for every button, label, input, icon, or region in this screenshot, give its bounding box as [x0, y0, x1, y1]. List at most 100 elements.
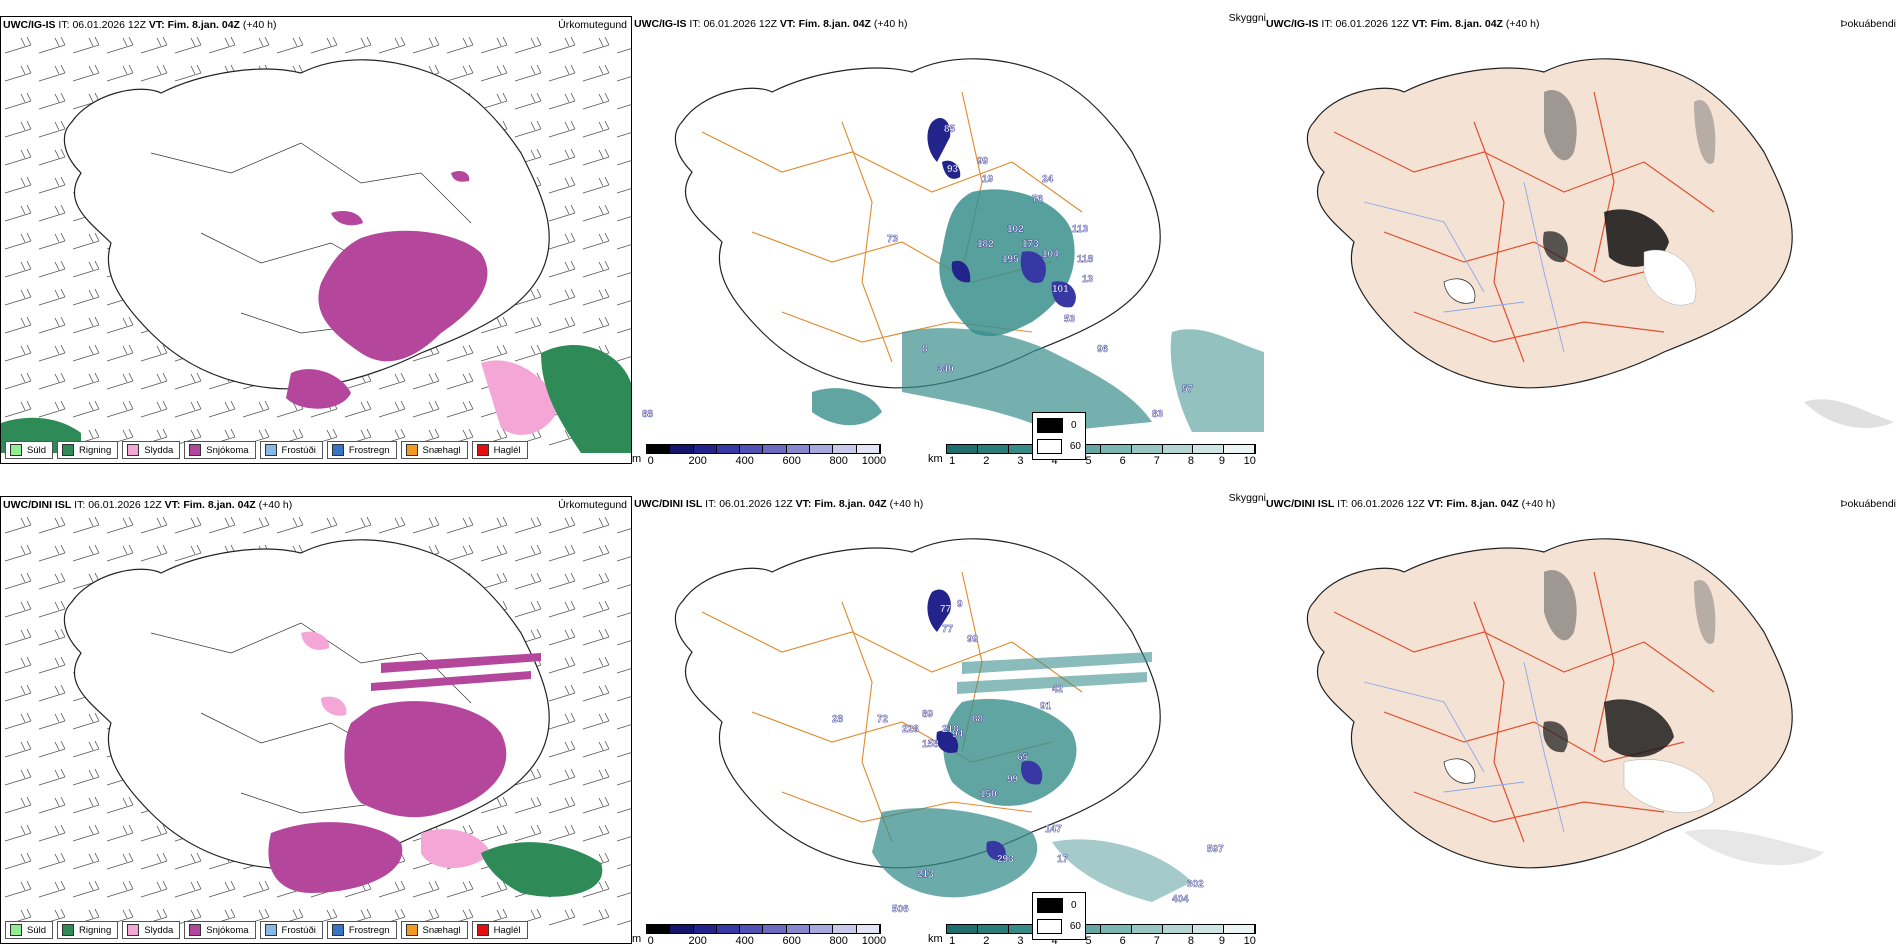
- cloud-map-row2: UWC/DINI ISL IT: 06.01.2026 12Z VT: Fim.…: [632, 492, 1266, 947]
- cloud-base-value: 340: [937, 364, 954, 375]
- fog-legend-swatch: [1037, 918, 1062, 934]
- rain-area: [481, 842, 603, 897]
- cloud-base-value: 99: [977, 156, 989, 167]
- legend-item: Snjókoma: [184, 441, 256, 459]
- snow-area: [318, 230, 488, 362]
- cloud-base-value: 65: [1017, 752, 1029, 763]
- legend-item: Rigning: [57, 441, 119, 459]
- legend-swatch: [331, 444, 344, 456]
- colorbar-bar: [946, 444, 1256, 454]
- sleet-area: [421, 829, 491, 868]
- snow-area-south: [286, 369, 351, 409]
- fog-map-row2: UWC/DINI ISL IT: 06.01.2026 12Z VT: Fim.…: [1032, 496, 1900, 944]
- fog-legend: 0 60: [1032, 412, 1086, 460]
- cloud-base-value: 101: [1052, 284, 1069, 295]
- cloud-base-value: 302: [1187, 879, 1204, 890]
- rivers: [1363, 661, 1565, 833]
- snow-area-south: [268, 822, 403, 893]
- precip-legend: Súld Rigning Slydda Snjókoma Frostúði Fr…: [5, 921, 532, 939]
- cloud-base-value: 218: [942, 724, 959, 735]
- legend-item: Snæhagl: [400, 441, 468, 459]
- fog-legend-swatch: [1037, 897, 1063, 913]
- visibility-area: [939, 189, 1075, 337]
- cloud-base-value: 53: [1064, 314, 1076, 325]
- iceland-fog-map: [1306, 538, 1824, 869]
- panel-title: Þokuábendi: [1840, 498, 1896, 510]
- cloud-base-value: 77: [940, 604, 952, 615]
- legend-swatch: [331, 924, 344, 936]
- cloud-base-value: 404: [1172, 894, 1189, 905]
- colorbar-unit: m: [632, 453, 642, 465]
- cloud-base-value: 8: [922, 344, 928, 355]
- colorbar-unit: km: [928, 933, 943, 945]
- cloud-base-value: 88: [972, 714, 984, 725]
- cloudbase-colorbar: m 0 200 400 600 800 1000: [632, 444, 886, 468]
- roads: [1333, 91, 1715, 363]
- precip-type-map-row1: UWC/IG-IS IT: 06.01.2026 12Z VT: Fim. 8.…: [0, 16, 632, 464]
- cloud-base-value: 102: [1007, 224, 1024, 235]
- legend-item: Frostregn: [326, 921, 397, 939]
- legend-item: Frostregn: [326, 441, 397, 459]
- cloud-base-value: 72: [877, 714, 889, 725]
- colorbar-ticks: 1 2 3 4 5 6 7 8 9 10: [949, 935, 1256, 947]
- cloud-base-value: 158: [922, 739, 939, 750]
- legend-swatch: [189, 444, 202, 456]
- iceland-outline: [1306, 58, 1793, 389]
- cloud-base-value: 506: [892, 904, 909, 915]
- cloud-base-value: 182: [977, 239, 994, 250]
- legend-swatch: [10, 444, 22, 456]
- iceland-precip-map: [1, 513, 631, 933]
- visibility-colorbar: km 1 2 3 4 5 6 7 8 9 10: [928, 924, 1256, 948]
- panel-header: UWC/IG-IS IT: 06.01.2026 12Z VT: Fim. 8.…: [1266, 18, 1540, 30]
- fog-legend-item: 60: [1037, 437, 1081, 455]
- cloud-base-value: 113: [1072, 224, 1089, 235]
- cloud-base-value: 597: [1207, 844, 1224, 855]
- roads: [1333, 571, 1715, 843]
- fog-legend-item: 60: [1037, 917, 1081, 935]
- colorbar-unit: m: [632, 933, 642, 945]
- visibility-area: [943, 698, 1077, 806]
- iceland-fog-map: [1306, 58, 1894, 428]
- panel-title: Skyggni: [1228, 12, 1266, 24]
- legend-swatch: [476, 444, 489, 456]
- cloud-base-value: 94: [952, 729, 964, 740]
- legend-swatch: [264, 924, 277, 936]
- panel-header: UWC/IG-IS IT: 06.01.2026 12Z VT: Fim. 8.…: [634, 18, 908, 30]
- cloud-base-value: 77: [942, 624, 954, 635]
- cloud-base-value: 85: [944, 124, 956, 135]
- cloud-base-value: 73: [887, 234, 899, 245]
- panel-title: Úrkomutegund: [558, 19, 627, 31]
- cloud-base-value: 13: [1082, 274, 1094, 285]
- legend-item: Frostúði: [259, 441, 323, 459]
- legend-swatch: [476, 924, 489, 936]
- visibility-streaks: [957, 652, 1152, 694]
- cloud-base-value: 195: [1002, 254, 1019, 265]
- panel-title: Skyggni: [1228, 492, 1266, 504]
- cloud-base-value: 99: [967, 634, 979, 645]
- cloud-base-value: 99: [1007, 774, 1019, 785]
- panel-title: Úrkomutegund: [558, 499, 627, 511]
- visibility-colorbar: km 1 2 3 4 5 6 7 8 9 10: [928, 444, 1256, 468]
- colorbar-ticks: 0 200 400 600 800 1000: [647, 935, 887, 947]
- cloud-base-value: 19: [982, 174, 994, 185]
- colorbar-unit: km: [928, 453, 943, 465]
- legend-swatch: [127, 924, 140, 936]
- cloud-base-value: 17: [1057, 854, 1069, 865]
- legend-item: Haglél: [471, 441, 528, 459]
- cloud-base-value: 28: [832, 714, 844, 725]
- colorbar-bar: [946, 924, 1256, 934]
- rain-area: [541, 344, 631, 453]
- fog-map-row1: UWC/IG-IS IT: 06.01.2026 12Z VT: Fim. 8.…: [1032, 16, 1900, 464]
- fog-area: [1544, 570, 1577, 641]
- legend-swatch: [405, 444, 418, 456]
- precip-type-map-row2: UWC/DINI ISL IT: 06.01.2026 12Z VT: Fim.…: [0, 496, 632, 944]
- sleet-area: [481, 360, 561, 435]
- legend-swatch: [127, 444, 140, 456]
- fog-legend-item: 0: [1037, 896, 1081, 914]
- cloudbase-colorbar: m 0 200 400 600 800 1000: [632, 924, 887, 948]
- cloud-base-value: 213: [917, 869, 934, 880]
- cloud-base-value: 89: [922, 709, 934, 720]
- cloud-base-value: 91: [1040, 701, 1052, 712]
